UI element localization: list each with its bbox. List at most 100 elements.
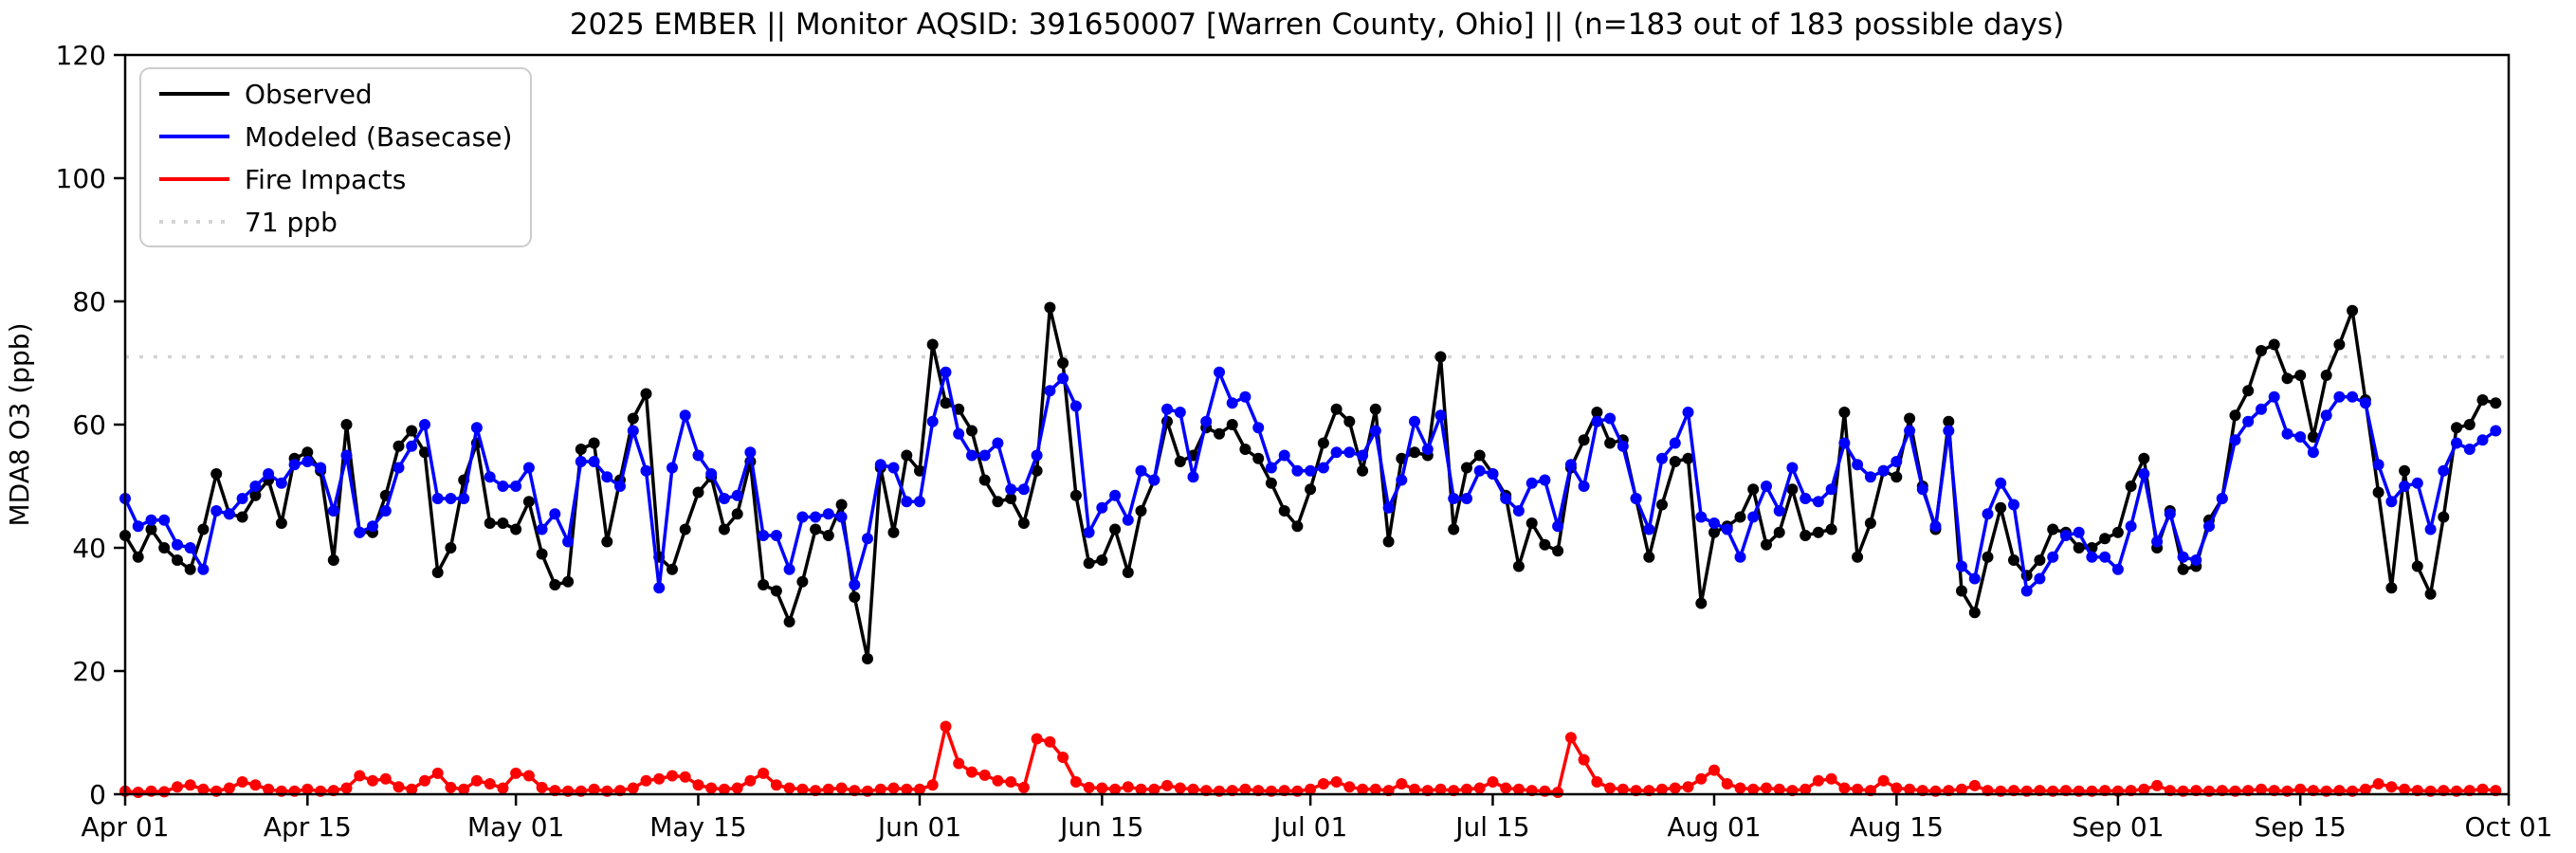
observed-point (2047, 523, 2059, 535)
modeled-basecase-point (393, 462, 405, 474)
observed-point (2294, 370, 2307, 381)
modeled-basecase-point (1708, 517, 1720, 529)
modeled-basecase-point (340, 449, 353, 462)
fire-impacts-point (1904, 783, 1916, 795)
fire-impacts-point (1330, 776, 1343, 788)
observed-point (1135, 505, 1147, 517)
observed-point (145, 523, 157, 535)
observed-point (393, 440, 405, 452)
observed-point (431, 567, 444, 578)
x-tick-label: May 15 (649, 811, 746, 843)
fire-impacts-point (679, 771, 691, 783)
observed-point (796, 575, 809, 588)
modeled-basecase-point (354, 526, 366, 538)
legend: Observed Modeled (Basecase) Fire Impacts… (139, 67, 532, 247)
x-tick-label: Sep 01 (2072, 811, 2164, 843)
observed-point (1305, 483, 1317, 496)
modeled-basecase-point (849, 579, 861, 590)
fire-impacts-point (1656, 783, 1668, 795)
modeled-basecase-point (718, 493, 730, 504)
fire-impacts-point (1747, 783, 1760, 795)
observed-point (1512, 560, 1525, 572)
modeled-basecase-point (172, 538, 183, 551)
observed-point (2320, 370, 2332, 381)
fire-impacts-point (1096, 782, 1108, 794)
observed-point (1044, 301, 1056, 314)
observed-point (1864, 517, 1876, 529)
fire-impacts-point (1891, 782, 1903, 794)
fire-impacts-point (1708, 764, 1720, 776)
observed-point (1669, 456, 1681, 467)
fire-impacts-point (497, 782, 509, 794)
fire-impacts-point (1044, 735, 1056, 748)
modeled-basecase-point (1109, 489, 1122, 501)
fire-impacts-point (770, 779, 782, 791)
modeled-basecase-point (1800, 493, 1812, 504)
fire-impacts-point (588, 783, 600, 795)
fire-impacts-point (1122, 781, 1134, 793)
observed-point (1578, 434, 1590, 446)
modeled-basecase-point (2125, 520, 2137, 533)
fire-impacts-point (132, 787, 144, 798)
modeled-basecase-point (862, 533, 873, 545)
modeled-basecase-point (2047, 551, 2059, 563)
observed-point (236, 511, 248, 523)
observed-point (2177, 563, 2189, 575)
modeled-basecase-point (2385, 496, 2398, 508)
modeled-basecase-point (2242, 415, 2255, 427)
observed-point (2111, 526, 2124, 538)
observed-point (2125, 481, 2137, 492)
observed-point (184, 563, 196, 575)
axis-tick-labels-group: 0 20 40 60 80 100 120 Apr 01 Apr 15 May 01 May 15 J… (56, 40, 2553, 843)
fire-impacts-point (1317, 778, 1329, 789)
modeled-basecase-point (653, 582, 666, 594)
modeled-basecase-point (562, 535, 575, 548)
modeled-basecase-point (249, 481, 262, 492)
modeled-basecase-point (1461, 493, 1472, 504)
fire-impacts-point (1968, 779, 1981, 791)
fire-impacts-point (536, 781, 548, 793)
modeled-basecase-point (1929, 520, 1942, 533)
modeled-basecase-point (627, 425, 639, 437)
observed-point (1265, 477, 1277, 489)
x-tick-label: Jun 15 (1058, 811, 1143, 843)
fire-impacts-point (263, 783, 275, 795)
observed-point (1461, 462, 1472, 474)
fire-impacts-point (783, 782, 795, 794)
modeled-basecase-point (1448, 493, 1460, 504)
observed-point (1773, 526, 1785, 538)
modeled-basecase-point (2438, 464, 2450, 477)
fire-impacts-point (796, 783, 809, 795)
modeled-basecase-point (705, 468, 718, 480)
observed-point (562, 575, 575, 588)
observed-point (1591, 407, 1603, 418)
modeled-basecase-point (1409, 415, 1420, 427)
modeled-basecase-point (1396, 474, 1408, 486)
fire-impacts-point (978, 769, 991, 781)
observed-point (887, 526, 900, 538)
modeled-basecase-point (679, 409, 691, 422)
fire-impacts-point (1591, 776, 1603, 788)
modeled-basecase-point (1434, 409, 1447, 422)
modeled-basecase-point (1512, 505, 1525, 517)
modeled-basecase-point (1825, 483, 1837, 496)
modeled-basecase-point (2059, 530, 2072, 541)
modeled-basecase-point (2164, 508, 2176, 520)
observed-point (301, 446, 314, 459)
observed-point (1682, 452, 1694, 464)
modeled-basecase-point (2372, 459, 2384, 471)
modeled-basecase-point (640, 464, 652, 477)
modeled-basecase-point (1630, 493, 1642, 504)
y-tick-label: 0 (89, 779, 106, 810)
x-tick-label: Oct 01 (2465, 811, 2553, 843)
fire-impacts-point (835, 782, 848, 794)
observed-point (2099, 533, 2111, 545)
modeled-basecase-point (497, 481, 509, 492)
observed-point (940, 397, 952, 409)
modeled-basecase-point (510, 481, 522, 492)
observed-point (1838, 407, 1851, 418)
x-tick-label: May 01 (467, 811, 564, 843)
modeled-basecase-point (1734, 551, 1746, 563)
observed-point (1604, 437, 1617, 449)
observed-point (992, 496, 1004, 508)
